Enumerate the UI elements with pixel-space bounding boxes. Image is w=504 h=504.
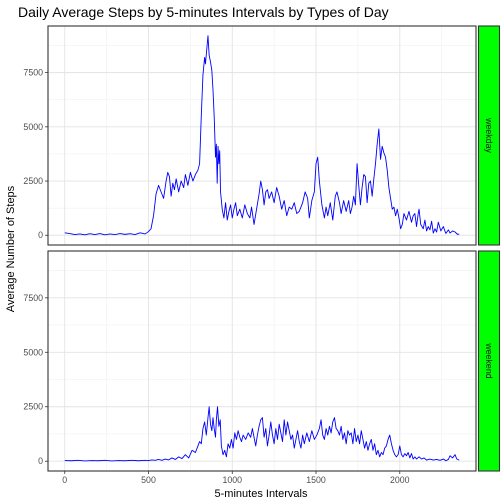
x-tick-label: 2000 — [390, 475, 410, 485]
y-tick-label: 0 — [38, 456, 43, 466]
x-tick-label: 0 — [62, 475, 67, 485]
y-tick-label: 5000 — [23, 122, 43, 132]
y-axis-label: Average Number of Steps — [5, 185, 17, 312]
facet-panel-weekend: weekend 0 2500 5000 7500 0 500 1000 1500 2000 — [23, 251, 499, 485]
facet-panel-weekday: weekday 0 2500 5000 7500 — [23, 26, 499, 245]
x-tick-label: 1000 — [222, 475, 242, 485]
y-tick-label: 5000 — [23, 347, 43, 357]
x-tick-label: 500 — [141, 475, 156, 485]
facet-strip-weekend: weekend — [479, 251, 500, 471]
y-tick-label: 7500 — [23, 68, 43, 78]
y-tick-label: 0 — [38, 230, 43, 240]
facet-strip-weekday: weekday — [479, 26, 500, 245]
panel-background — [48, 251, 476, 471]
y-tick-label: 2500 — [23, 402, 43, 412]
x-tick-label: 1500 — [306, 475, 326, 485]
facet-strip-label: weekday — [484, 117, 494, 153]
facet-panels: weekday0250050007500weekend0250050007500… — [23, 26, 499, 485]
y-tick-label: 7500 — [23, 293, 43, 303]
chart-title: Daily Average Steps by 5-minutes Interva… — [18, 4, 389, 20]
panel-background — [48, 26, 476, 245]
facet-strip-label: weekend — [484, 342, 494, 378]
x-axis-label: 5-minutes Intervals — [215, 488, 308, 500]
y-tick-label: 2500 — [23, 176, 43, 186]
